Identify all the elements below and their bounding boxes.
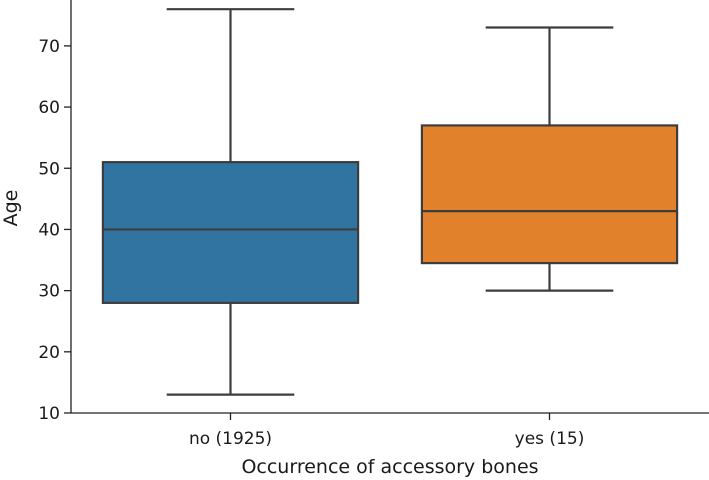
x-ticks: no (1925) yes (15) (189, 413, 584, 449)
box-group (101, 8, 360, 396)
y-tick-label: 10 (38, 404, 60, 424)
y-tick-label: 20 (38, 343, 60, 363)
iqr-box (101, 161, 360, 304)
x-tick-label: no (1925) (189, 429, 272, 449)
y-tick-label: 40 (38, 220, 60, 240)
y-tick-label: 30 (38, 282, 60, 302)
x-tick-label: yes (15) (515, 429, 585, 449)
y-tick-label: 70 (38, 37, 60, 57)
y-axis-label: Age (0, 190, 22, 227)
y-ticks: 10 20 30 40 50 60 70 (38, 37, 71, 424)
y-tick-label: 50 (38, 159, 60, 179)
x-axis-label: Occurrence of accessory bones (241, 456, 538, 478)
boxes-layer (101, 8, 679, 396)
box-group (420, 26, 679, 292)
iqr-box (420, 124, 679, 265)
y-tick-label: 60 (38, 98, 60, 118)
